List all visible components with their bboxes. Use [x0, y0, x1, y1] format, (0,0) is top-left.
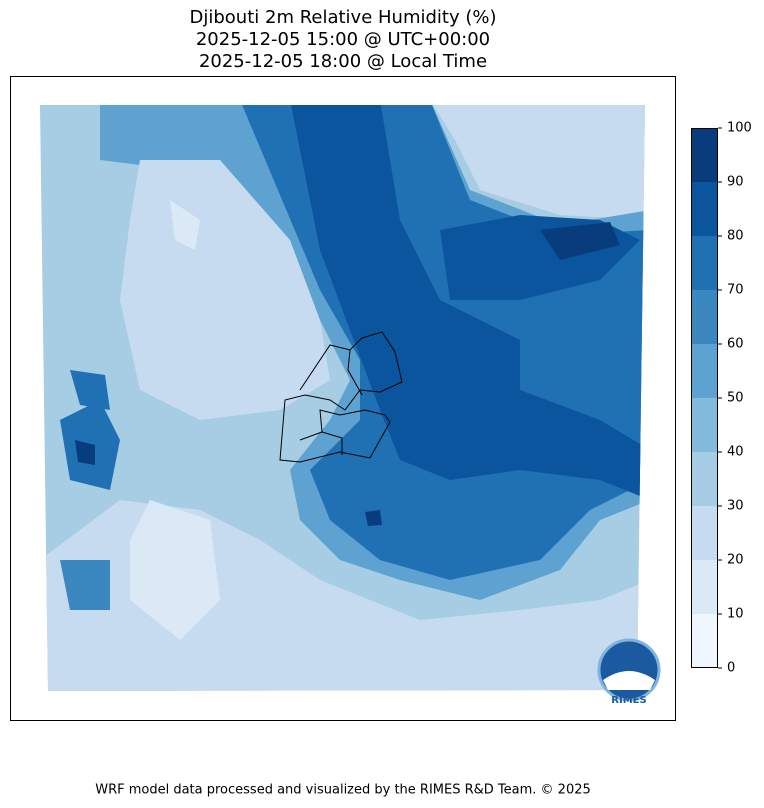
colorbar: 0 10 20 30 40 50 60 70 80 90 100: [691, 121, 752, 676]
title-line: 2025-12-05 18:00 @ Local Time: [199, 51, 487, 72]
colorbar-tick-label: 30: [727, 499, 744, 514]
map-field: [130, 500, 220, 640]
colorbar-tick-label: 60: [727, 337, 744, 352]
colorbar-tick-label: 40: [727, 445, 744, 460]
logo: RIMES: [597, 638, 661, 706]
colorbar-band: [691, 398, 718, 452]
colorbar-band: [691, 128, 718, 182]
colorbar-band: [691, 236, 718, 290]
colorbar-tick-label: 20: [727, 553, 744, 568]
colorbar-tick-label: 0: [727, 661, 735, 676]
title-line: Djibouti 2m Relative Humidity (%): [190, 7, 497, 28]
map-field: [365, 510, 382, 526]
map-field: [60, 560, 110, 610]
map-field: [70, 370, 110, 410]
map-field: [540, 222, 620, 260]
colorbar-band: [691, 344, 718, 398]
colorbar-band: [691, 560, 718, 614]
country-border: [279, 331, 403, 463]
colorbar-tick-label: 80: [727, 229, 744, 244]
map-field: [290, 105, 645, 500]
logo-text: RIMES: [611, 695, 646, 706]
title-line: 2025-12-05 15:00 @ UTC+00:00: [196, 29, 490, 50]
colorbar-tick-label: 90: [727, 175, 744, 190]
colorbar-tick-label: 50: [727, 391, 744, 406]
footer: WRF model data processed and visualized …: [95, 783, 591, 798]
map-field: [430, 105, 645, 220]
map-field: [120, 160, 330, 420]
colorbar-band: [691, 506, 718, 560]
colorbar-band: [691, 290, 718, 344]
colorbar-tick-label: 100: [727, 121, 752, 136]
colorbar-band: [691, 452, 718, 506]
map-field: [170, 200, 200, 250]
colorbar-tick-label: 10: [727, 607, 744, 622]
map: RIMES: [40, 105, 661, 706]
map-field: [75, 440, 95, 465]
colorbar-outline: [691, 128, 718, 668]
colorbar-tick-label: 70: [727, 283, 744, 298]
colorbar-band: [691, 182, 718, 236]
colorbar-band: [691, 614, 718, 668]
